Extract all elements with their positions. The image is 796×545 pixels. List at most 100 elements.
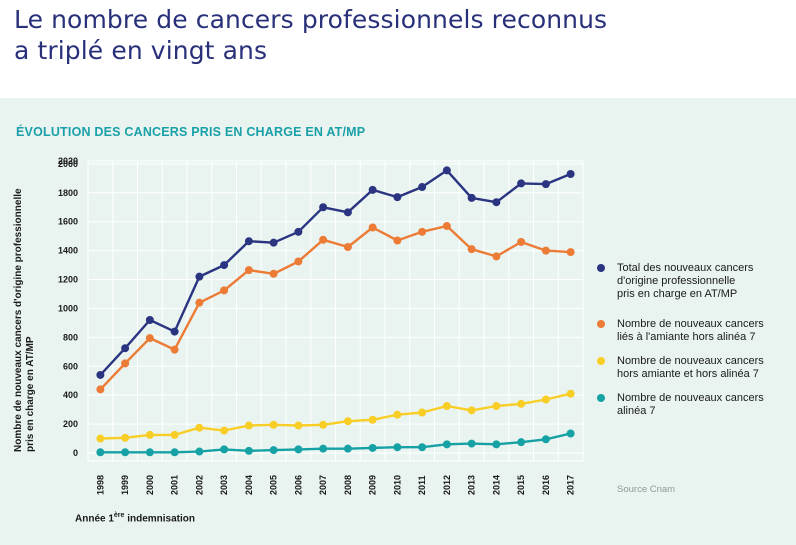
y-tick-label: 0 — [73, 448, 78, 458]
series-3-point — [566, 389, 575, 398]
x-axis-title-rest: indemnisation — [124, 513, 195, 525]
series-4-point — [442, 440, 451, 449]
series-2-point — [467, 245, 476, 254]
series-2-point — [195, 298, 204, 307]
y-tick-label: 2020 — [58, 156, 78, 166]
series-3-point — [220, 426, 229, 435]
series-1-point — [492, 198, 501, 207]
y-tick-label: 800 — [63, 332, 78, 342]
series-3-point — [170, 430, 179, 439]
series-4-point — [467, 439, 476, 448]
x-tick-label: 2011 — [417, 475, 427, 495]
series-4-point — [541, 435, 550, 444]
y-tick-label: 1200 — [58, 275, 78, 285]
x-tick-label: 1998 — [95, 475, 105, 495]
x-tick-label: 2006 — [293, 475, 303, 495]
series-1-point — [294, 227, 303, 236]
series-3-point — [195, 423, 204, 432]
series-1-point — [343, 208, 352, 217]
x-tick-label: 2008 — [343, 475, 353, 495]
series-3-point — [319, 420, 328, 429]
x-tick-label: 2003 — [219, 475, 229, 495]
legend-label-line: Nombre de nouveaux cancers — [617, 355, 764, 367]
y-tick-label: 1600 — [58, 217, 78, 227]
legend-marker — [597, 320, 605, 328]
legend-label-line: Total des nouveaux cancers — [617, 262, 754, 274]
x-tick-label: 2000 — [145, 475, 155, 495]
series-4-point — [418, 443, 427, 452]
x-tick-label: 2007 — [318, 475, 328, 495]
series-3-point — [541, 395, 550, 404]
legend-label-line: alinéa 7 — [617, 405, 656, 417]
series-1-point — [467, 193, 476, 202]
x-tick-label: 2013 — [467, 475, 477, 495]
series-1-point — [170, 327, 179, 336]
x-tick-label: 2001 — [170, 475, 180, 495]
series-4-point — [269, 446, 278, 455]
series-4-point — [319, 444, 328, 453]
x-tick-label: 2009 — [368, 475, 378, 495]
series-1-point — [319, 203, 328, 212]
series-line-1 — [99, 169, 572, 376]
series-3-point — [418, 408, 427, 417]
series-2-point — [170, 345, 179, 354]
y-tick-label: 200 — [63, 419, 78, 429]
series-3-point — [393, 410, 402, 419]
series-3-point — [269, 420, 278, 429]
series-4-point — [517, 438, 526, 447]
series-3-point — [368, 415, 377, 424]
y-tick-label: 1400 — [58, 246, 78, 256]
series-3-point — [467, 406, 476, 415]
legend-label: Nombre de nouveaux cancers alinéa 7 — [617, 392, 787, 418]
series-2-point — [319, 235, 328, 244]
series-1-point — [566, 170, 575, 179]
legend-label-line: pris en charge en AT/MP — [617, 288, 738, 300]
series-3-point — [517, 399, 526, 408]
y-tick-label: 1800 — [58, 188, 78, 198]
series-4-point — [220, 445, 229, 454]
series-3-point — [96, 434, 105, 443]
series-1-point — [541, 180, 550, 189]
x-tick-label: 2017 — [566, 475, 576, 495]
series-2-point — [343, 243, 352, 252]
x-tick-label: 2014 — [491, 475, 501, 495]
series-3-point — [294, 421, 303, 430]
series-1-point — [96, 370, 105, 379]
series-2-point — [294, 257, 303, 266]
legend-label: Nombre de nouveaux cancers liés à l'amian… — [617, 318, 787, 344]
y-tick-label: 1000 — [58, 303, 78, 313]
series-2-point — [393, 236, 402, 245]
y-tick-label: 400 — [63, 390, 78, 400]
series-2-point — [269, 269, 278, 278]
series-2-point — [220, 286, 229, 295]
series-4-point — [492, 440, 501, 449]
x-tick-label: 2012 — [442, 475, 452, 495]
series-4-point — [121, 448, 130, 457]
chart-title: ÉVOLUTION DES CANCERS PRIS EN CHARGE EN … — [16, 125, 366, 139]
series-2-point — [244, 266, 253, 275]
x-axis-title-sup: ère — [113, 512, 125, 519]
x-tick-label: 1999 — [120, 475, 130, 495]
legend-marker — [597, 264, 605, 272]
series-3-point — [343, 417, 352, 426]
x-tick-label: 2016 — [541, 475, 551, 495]
series-2-point — [566, 248, 575, 257]
line-chart: 0200400600800100012001400160018002000202… — [58, 156, 584, 495]
series-1-point — [393, 193, 402, 202]
y-tick-label: 2000 — [58, 159, 78, 169]
series-3-point — [492, 402, 501, 411]
chart-panel: ÉVOLUTION DES CANCERS PRIS EN CHARGE EN … — [0, 98, 796, 545]
series-3-point — [145, 430, 154, 439]
source-note: Source Cnam — [617, 484, 676, 495]
page-title: Le nombre de cancers professionnels reco… — [14, 4, 607, 66]
series-1-point — [195, 272, 204, 281]
series-4-point — [195, 447, 204, 456]
series-line-4 — [100, 432, 571, 454]
series-4-point — [343, 444, 352, 453]
series-3-point — [244, 421, 253, 430]
series-2-point — [368, 223, 377, 232]
series-4-point — [170, 448, 179, 457]
series-1-point — [418, 183, 427, 192]
series-2-point — [121, 359, 130, 368]
series-2-point — [541, 246, 550, 255]
